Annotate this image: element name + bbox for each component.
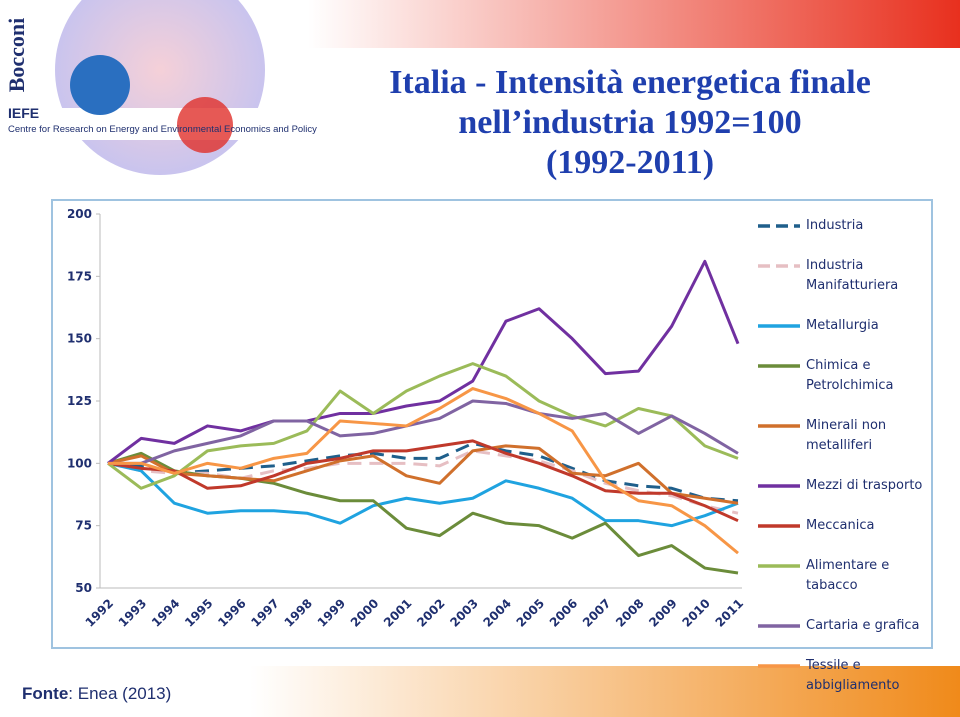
footer-band xyxy=(250,666,960,717)
x-tick-label: 2004 xyxy=(480,596,514,630)
y-tick-label: 50 xyxy=(75,581,92,595)
chart-title: nell’industria 1992=100 xyxy=(458,104,802,141)
legend-swatch xyxy=(758,364,800,368)
y-tick-label: 175 xyxy=(67,269,92,283)
series-line xyxy=(107,362,739,490)
legend-label: Meccanica xyxy=(806,518,875,533)
legend-swatch xyxy=(758,664,800,668)
legend-swatch xyxy=(758,264,800,268)
x-tick-label: 1997 xyxy=(248,596,282,630)
legend: Industria Industria Manifatturiera Metallu… xyxy=(756,216,928,716)
source-label: Fonte xyxy=(22,684,69,703)
legend-item: Industria xyxy=(756,216,928,236)
x-tick-label: 2003 xyxy=(447,596,481,630)
x-tick-label: 2001 xyxy=(381,596,415,630)
legend-item: Tessile e abbigliamento xyxy=(756,656,928,696)
logo-name: Bocconi xyxy=(4,18,29,93)
y-tick-label: 200 xyxy=(67,207,92,221)
x-tick-label: 2009 xyxy=(646,596,680,630)
legend-label: Alimentare e tabacco xyxy=(806,558,890,593)
legend-swatch xyxy=(758,224,800,228)
legend-swatch xyxy=(758,564,800,568)
series-line xyxy=(107,449,739,515)
x-tick-label: 2000 xyxy=(348,596,382,630)
x-tick-label: 1996 xyxy=(215,596,249,630)
legend-label: Tessile e abbigliamento xyxy=(806,658,900,693)
x-tick-label: 1994 xyxy=(149,596,183,630)
x-tick-label: 1995 xyxy=(182,596,216,630)
y-tick-label: 100 xyxy=(67,456,92,470)
x-tick-label: 2002 xyxy=(414,596,448,630)
series-line xyxy=(107,461,739,528)
logo-mask xyxy=(0,108,310,140)
legend-label: Industria Manifatturiera xyxy=(806,258,899,293)
legend-item: Mezzi di trasporto xyxy=(756,476,928,496)
legend-item: Meccanica xyxy=(756,516,928,536)
legend-swatch xyxy=(758,424,800,428)
chart-title: Italia - Intensità energetica finale xyxy=(389,64,871,101)
chart-frame xyxy=(51,199,933,649)
y-tick-label: 125 xyxy=(67,394,92,408)
legend-item: Alimentare e tabacco xyxy=(756,556,928,596)
x-tick-label: 2011 xyxy=(713,596,747,630)
legend-item: Metallurgia xyxy=(756,316,928,336)
legend-label: Chimica e Petrolchimica xyxy=(806,358,894,393)
logo-subtitle: Centre for Research on Energy and Enviro… xyxy=(8,124,317,135)
x-tick-label: 2007 xyxy=(580,596,614,630)
legend-label: Mezzi di trasporto xyxy=(806,478,923,493)
x-tick-label: 2006 xyxy=(547,596,581,630)
legend-item: Cartaria e grafica xyxy=(756,616,928,636)
y-tick-label: 75 xyxy=(75,519,92,533)
series-line xyxy=(107,444,739,505)
series-line xyxy=(107,439,739,523)
legend-swatch xyxy=(758,324,800,328)
source: Fonte: Enea (2013) xyxy=(22,684,171,704)
legend-item: Industria Manifatturiera xyxy=(756,256,928,296)
logo-wheel xyxy=(177,97,233,153)
legend-swatch xyxy=(758,524,800,528)
legend-swatch xyxy=(758,484,800,488)
legend-label: Industria xyxy=(806,218,864,233)
x-tick-label: 2005 xyxy=(514,596,548,630)
logo-acronym: IEFE xyxy=(8,105,39,121)
y-tick-label: 150 xyxy=(67,332,92,346)
chart-title: (1992-2011) xyxy=(545,144,715,181)
x-tick-label: 1999 xyxy=(315,596,349,630)
legend-label: Metallurgia xyxy=(806,318,879,333)
series-line xyxy=(108,387,739,555)
x-tick-label: 2008 xyxy=(613,596,647,630)
x-tick-label: 2010 xyxy=(679,596,713,630)
series-line xyxy=(108,399,739,465)
legend-label: Cartaria e grafica xyxy=(806,618,920,633)
logo-wheel xyxy=(70,55,130,115)
series-line xyxy=(107,441,739,503)
source-text: : Enea (2013) xyxy=(68,684,172,703)
x-tick-label: 1992 xyxy=(83,596,117,630)
legend-swatch xyxy=(758,624,800,628)
x-tick-label: 1993 xyxy=(116,596,150,630)
header-band xyxy=(308,0,960,48)
legend-item: Chimica e Petrolchimica xyxy=(756,356,928,396)
legend-item: Minerali non metalliferi xyxy=(756,416,928,456)
legend-label: Minerali non metalliferi xyxy=(806,418,887,453)
series-line xyxy=(107,259,740,465)
x-tick-label: 1998 xyxy=(282,596,316,630)
